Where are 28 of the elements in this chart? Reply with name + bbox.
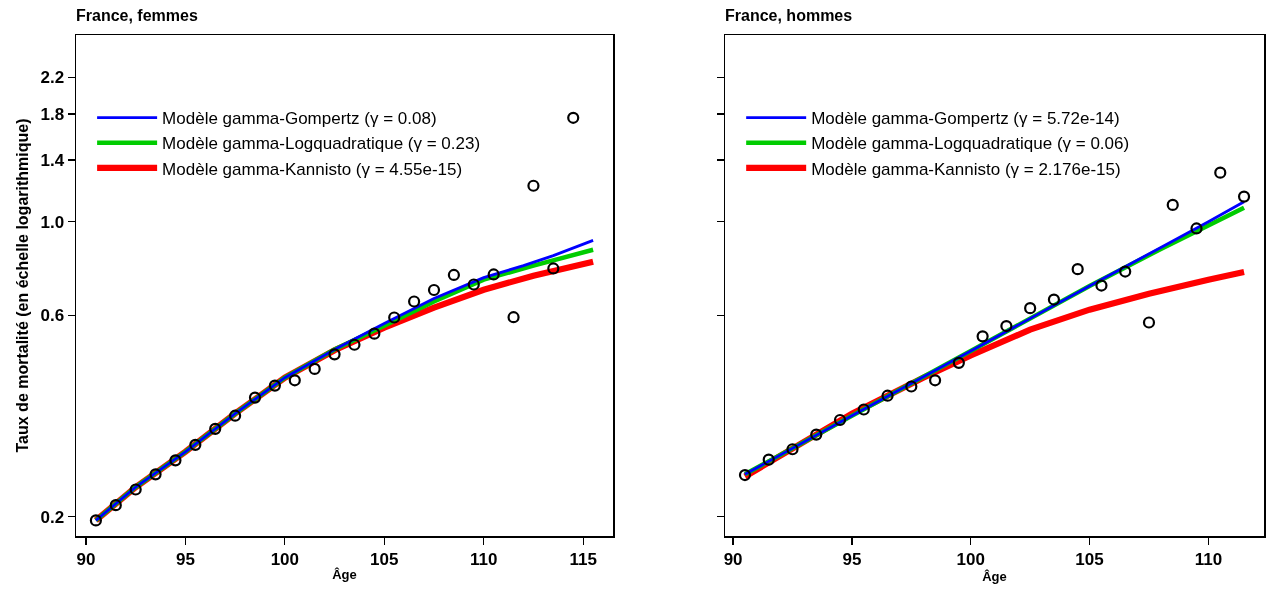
y-tick-label: 2.2 — [40, 68, 65, 88]
y-tick-label: 0.6 — [40, 306, 65, 326]
x-tick-label: 115 — [569, 549, 597, 569]
y-tick-label: 1.4 — [40, 151, 65, 171]
x-tick-label: 95 — [175, 549, 195, 569]
x-tick-label: 110 — [1194, 549, 1223, 569]
legend-label: Modèle gamma-Gompertz (γ = 5.72e-14) — [811, 109, 1120, 129]
chart-title: France, femmes — [76, 7, 198, 25]
legend-label: Modèle gamma-Logquadratique (γ = 0.06) — [811, 134, 1130, 154]
y-tick-label: 0.2 — [40, 507, 65, 527]
x-tick-label: 90 — [76, 549, 96, 569]
y-axis-title: Taux de mortalité (en échelle logarithmique) — [13, 118, 31, 453]
y-tick-label: 1.8 — [40, 104, 65, 124]
legend-label: Modèle gamma-Gompertz (γ = 0.08) — [162, 109, 437, 129]
legend-label: Modèle gamma-Kannisto (γ = 4.55e-15) — [162, 159, 463, 179]
legend-label: Modèle gamma-Kannisto (γ = 2.176e-15) — [811, 159, 1121, 179]
x-tick-label: 100 — [270, 549, 300, 569]
x-tick-label: 105 — [1075, 549, 1104, 569]
x-axis-title: Âge — [332, 567, 357, 583]
x-tick-label: 100 — [956, 549, 985, 569]
x-tick-label: 110 — [470, 549, 498, 569]
y-tick-label: 1.0 — [40, 212, 65, 232]
legend-label: Modèle gamma-Logquadratique (γ = 0.23) — [162, 134, 481, 154]
x-axis-title: Âge — [982, 568, 1007, 584]
x-tick-label: 90 — [723, 549, 743, 569]
x-tick-label: 105 — [370, 549, 399, 569]
chart-title: France, hommes — [725, 7, 853, 25]
x-tick-label: 95 — [842, 549, 862, 569]
